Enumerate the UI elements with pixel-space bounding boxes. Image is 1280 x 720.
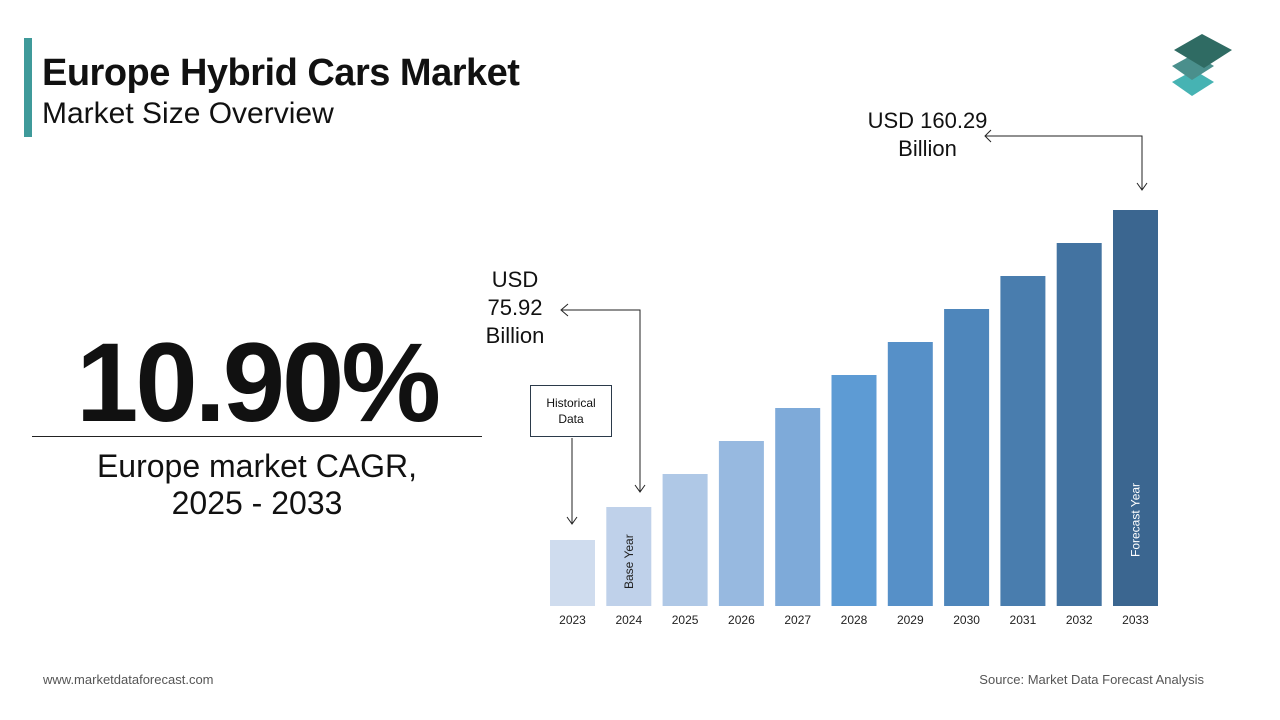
bar-2023 (550, 540, 595, 606)
forecast-arrowhead-left (984, 129, 992, 143)
divider (32, 436, 482, 437)
historical-line2: Data (558, 412, 584, 426)
bar-2030 (944, 309, 990, 606)
base-arrow (562, 309, 641, 492)
x-tick-label: 2026 (728, 613, 755, 627)
forecast-year-label: Forecast Year (1129, 483, 1143, 557)
bar-2031 (1000, 276, 1046, 606)
base-annotation-line3: Billion (485, 323, 545, 348)
forecast-arrowhead-down (1136, 182, 1148, 191)
bar-2024 (606, 507, 652, 606)
bar-2027 (775, 408, 821, 606)
page-title: Europe Hybrid Cars Market (42, 52, 520, 94)
x-tick-label: 2025 (672, 613, 699, 627)
x-tick-label: 2028 (841, 613, 868, 627)
x-tick-label: 2029 (897, 613, 924, 627)
x-tick-label: 2023 (559, 613, 586, 627)
cagr-label: Europe market CAGR, 2025 - 2033 (32, 448, 482, 522)
forecast-annotation-line1: USD 160.29 (867, 108, 988, 133)
historical-data-box: Historical Data (530, 385, 612, 437)
base-value-annotation: USD 75.92 Billion (470, 266, 560, 350)
x-tick-label: 2027 (784, 613, 811, 627)
bar-2026 (718, 441, 764, 606)
historical-arrowhead (566, 516, 578, 525)
x-tick-label: 2030 (953, 613, 980, 627)
bar-2032 (1056, 243, 1102, 606)
base-arrowhead-left (560, 303, 569, 317)
bar-2025 (662, 474, 708, 606)
website-link[interactable]: www.marketdataforecast.com (43, 672, 214, 687)
title-accent-bar (24, 38, 32, 137)
bar-2028 (831, 375, 877, 606)
forecast-annotation-line2: Billion (898, 136, 957, 161)
base-annotation-line1: USD (491, 267, 539, 292)
x-tick-label: 2031 (1010, 613, 1037, 627)
cagr-value: 10.90% (76, 320, 441, 445)
cagr-label-line1: Europe market CAGR, (96, 448, 418, 484)
bar-2029 (887, 342, 933, 606)
x-tick-label: 2032 (1066, 613, 1093, 627)
base-year-label: Base Year (622, 534, 636, 589)
page-subtitle: Market Size Overview (42, 97, 334, 130)
historical-line1: Historical (546, 396, 596, 410)
bar-2033 (1113, 210, 1158, 606)
forecast-arrow (985, 135, 1143, 190)
source-note: Source: Market Data Forecast Analysis (979, 672, 1204, 687)
x-tick-label: 2024 (615, 613, 642, 627)
base-arrowhead-down (634, 484, 646, 493)
forecast-value-annotation: USD 160.29 Billion (850, 107, 1005, 163)
base-annotation-line2: 75.92 (487, 295, 543, 320)
x-tick-label: 2033 (1122, 613, 1149, 627)
cagr-label-line2: 2025 - 2033 (171, 485, 343, 521)
